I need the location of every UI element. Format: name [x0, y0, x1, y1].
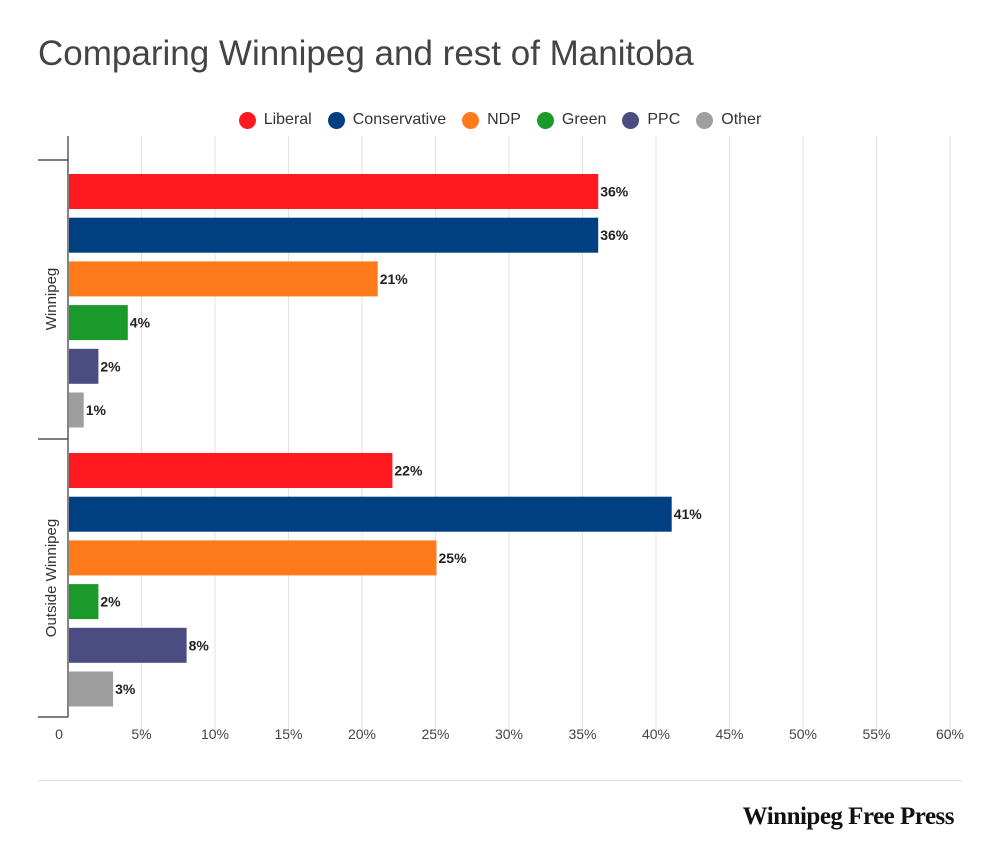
x-tick-label: 10%: [201, 726, 229, 742]
data-label: 1%: [86, 402, 107, 418]
legend-item-conservative: Conservative: [327, 111, 447, 129]
legend-label: Green: [561, 111, 607, 128]
bar-ndp-winnipeg: [69, 261, 378, 297]
bar-green-outside-winnipeg: [69, 584, 99, 620]
category-label: Winnipeg: [43, 268, 60, 331]
x-tick-label: 40%: [642, 726, 670, 742]
x-tick-label: 20%: [348, 726, 376, 742]
data-label: 8%: [189, 637, 210, 653]
legend-item-other: Other: [696, 111, 761, 129]
legend-item-liberal: Liberal: [238, 111, 312, 129]
data-label: 25%: [439, 550, 468, 566]
legend-item-green: Green: [536, 111, 607, 129]
bar-ppc-outside-winnipeg: [69, 627, 187, 663]
legend: Liberal Conservative NDP Green PPC Other: [0, 111, 1000, 129]
legend-label: NDP: [487, 111, 521, 128]
data-label: 2%: [100, 358, 121, 374]
data-label: 3%: [115, 681, 136, 697]
data-label: 36%: [600, 227, 629, 243]
x-tick-label: 45%: [715, 726, 743, 742]
x-tick-label: 55%: [862, 726, 890, 742]
chart-title: Comparing Winnipeg and rest of Manitoba: [38, 34, 694, 73]
data-label: 41%: [674, 506, 703, 522]
x-tick-label: 50%: [789, 726, 817, 742]
x-tick-label: 5%: [131, 726, 151, 742]
legend-item-ndp: NDP: [462, 111, 521, 129]
footer-divider: [38, 780, 962, 781]
data-label: 21%: [380, 271, 409, 287]
bar-other-outside-winnipeg: [69, 671, 114, 707]
data-label: 2%: [100, 594, 121, 610]
x-tick-label: 35%: [568, 726, 596, 742]
bar-ppc-winnipeg: [69, 348, 99, 384]
bar-liberal-outside-winnipeg: [69, 453, 393, 488]
brand-logo: Winnipeg Free Press: [742, 803, 955, 830]
bar-conservative-winnipeg: [69, 217, 599, 253]
legend-swatch: [238, 111, 256, 129]
bar-conservative-outside-winnipeg: [69, 496, 672, 532]
legend-swatch: [462, 111, 480, 129]
legend-swatch: [696, 111, 714, 129]
data-label: 36%: [600, 184, 629, 200]
legend-swatch: [327, 111, 345, 129]
legend-label: Other: [721, 111, 762, 128]
legend-label: Liberal: [263, 111, 312, 128]
x-tick-label: 0: [55, 726, 63, 742]
bar-liberal-winnipeg: [69, 174, 599, 209]
legend-item-ppc: PPC: [622, 111, 680, 129]
bar-ndp-outside-winnipeg: [69, 540, 437, 576]
data-label: 22%: [394, 463, 423, 479]
data-label: 4%: [130, 315, 151, 331]
bar-green-winnipeg: [69, 305, 128, 341]
x-tick-label: 30%: [495, 726, 523, 742]
bar-other-winnipeg: [69, 392, 84, 428]
legend-swatch: [622, 111, 640, 129]
x-tick-label: 15%: [274, 726, 302, 742]
x-tick-label: 60%: [936, 726, 964, 742]
legend-swatch: [536, 111, 554, 129]
x-tick-label: 25%: [421, 726, 449, 742]
category-label: Outside Winnipeg: [43, 519, 60, 637]
legend-label: PPC: [647, 111, 681, 128]
legend-label: Conservative: [352, 111, 447, 128]
bar-chart: 0 5% 10% 15% 20% 25% 30% 35% 40% 45% 50% 55% 60% Winn…: [38, 136, 964, 742]
